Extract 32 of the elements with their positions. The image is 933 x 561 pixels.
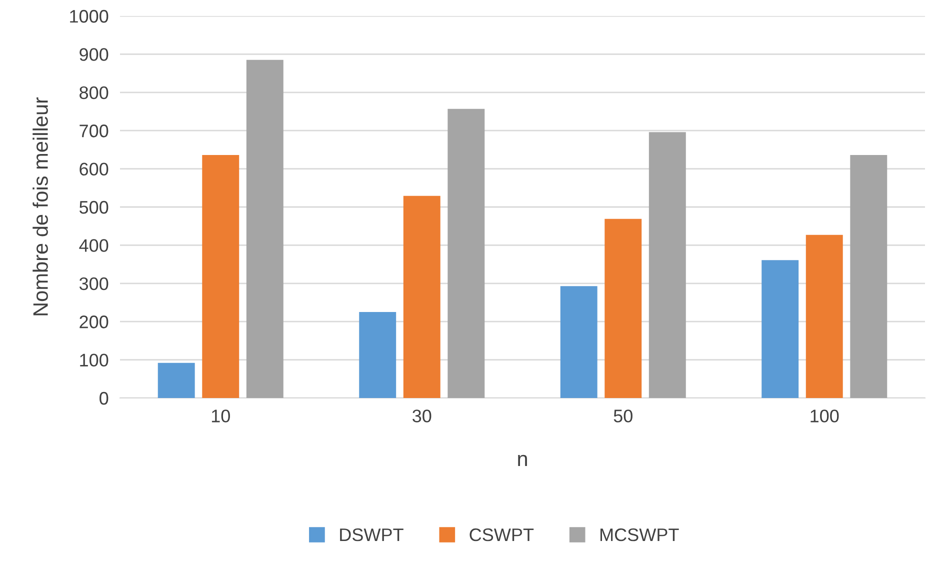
y-axis-title: Nombre de fois meilleur bbox=[32, 97, 48, 316]
bar bbox=[604, 218, 642, 398]
x-tick-label: 10 bbox=[212, 410, 230, 422]
bar bbox=[762, 260, 799, 398]
bar bbox=[850, 155, 888, 398]
y-tick-label: 600 bbox=[80, 162, 108, 176]
y-tick-label: 400 bbox=[79, 239, 108, 252]
bar bbox=[648, 132, 686, 398]
legend-label: MCSWPT bbox=[600, 528, 679, 542]
y-tick-label: 900 bbox=[80, 48, 108, 61]
bar bbox=[202, 155, 240, 398]
bar bbox=[158, 362, 195, 398]
y-tick-label: 100 bbox=[80, 354, 108, 367]
x-tick-label: 100 bbox=[810, 410, 839, 422]
bar bbox=[359, 312, 396, 398]
y-tick-label: 300 bbox=[79, 277, 108, 290]
y-tick-label: 1000 bbox=[70, 10, 108, 23]
y-tick-label: 800 bbox=[80, 86, 108, 100]
y-tick-label: 500 bbox=[79, 200, 108, 214]
bar bbox=[560, 286, 598, 398]
x-axis-title: n bbox=[518, 454, 527, 466]
y-tick-label: 0 bbox=[100, 392, 108, 405]
x-tick-label: 30 bbox=[412, 410, 432, 422]
y-tick-label: 200 bbox=[80, 316, 108, 328]
bar bbox=[246, 60, 284, 398]
legend-label: CSWPT bbox=[470, 528, 534, 542]
x-tick-label: 50 bbox=[614, 410, 632, 422]
bar bbox=[448, 108, 485, 398]
bar bbox=[806, 234, 843, 398]
y-tick-label: 700 bbox=[80, 124, 108, 138]
bar bbox=[403, 196, 440, 398]
legend-label: DSWPT bbox=[340, 528, 404, 542]
